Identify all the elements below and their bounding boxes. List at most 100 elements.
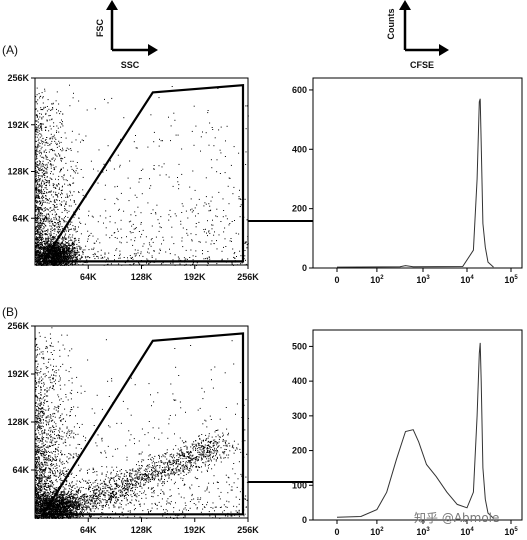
scatter-point [69,183,70,185]
scatter-point [69,237,71,239]
scatter-point [56,125,58,127]
scatter-point [35,180,37,182]
scatter-point [41,191,43,193]
scatter-point [185,210,187,212]
scatter-point [129,160,131,162]
scatter-point [50,234,52,236]
scatter-point [247,115,249,117]
scatter-point [64,250,66,252]
scatter-point [159,226,161,228]
scatter-point [71,254,73,256]
scatter-point [37,125,39,127]
scatter-point [54,264,55,266]
scatter-point [53,248,55,250]
scatter-point [168,116,169,118]
scatter-point [40,125,42,127]
scatter-point [39,235,40,237]
scatter-point [40,234,42,236]
scatter-point [35,259,37,261]
scatter-point [53,255,55,257]
scatter-point [36,185,38,187]
scatter-point [64,253,66,255]
scatter-point [78,264,79,266]
scatter-point [48,217,50,219]
scatter-point [192,262,194,264]
scatter-point [53,491,55,493]
scatter-point [53,238,55,240]
scatter-point [45,237,47,239]
scatter-point [50,510,52,512]
scatter-point [83,496,85,498]
scatter-point [35,199,37,201]
scatter-point [45,253,47,255]
scatter-point [140,253,142,255]
scatter-point [210,159,212,161]
scatter-point [129,231,131,233]
scatter-point [40,251,42,253]
scatter-point [59,251,61,253]
scatter-point [47,243,49,245]
scatter-point [159,250,161,251]
x-tick-label: 103 [416,275,430,285]
scatter-point [53,125,55,127]
scatter-point [40,255,42,257]
scatter-point [39,124,41,126]
scatter-point [35,199,37,201]
scatter-point [69,105,71,107]
scatter-point [72,512,74,514]
scatter-point [64,256,66,258]
scatter-point [70,257,72,259]
scatter-point [210,200,212,202]
scatter-point [50,262,52,264]
scatter-point [64,236,65,238]
scatter-point [49,138,51,140]
scatter-point [114,222,116,224]
scatter-point [246,247,248,249]
scatter-point [35,163,37,165]
scatter-point [79,246,81,248]
scatter-point [39,226,40,228]
scatter-point [172,259,174,261]
scatter-point [48,244,50,246]
scatter-point [46,120,48,122]
scatter-point [230,238,232,239]
scatter-point [56,517,58,519]
scatter-point [132,232,134,233]
scatter-point [93,242,95,244]
scatter-point [244,242,246,244]
scatter-point [140,223,142,225]
scatter-point [56,226,58,228]
scatter-point [74,226,76,227]
scatter-point [130,214,132,216]
scatter-point [211,196,213,198]
scatter-point [52,107,54,108]
scatter-point [38,214,40,216]
scatter-point [82,512,84,513]
scatter-point [141,233,143,235]
plot-frame [312,77,523,269]
scatter-point [58,110,59,112]
scatter-point [140,212,142,214]
scatter-point [38,251,40,253]
scatter-point [61,257,63,259]
scatter-point [60,256,62,258]
scatter-point [42,264,43,266]
scatter-point [133,263,135,264]
x-tick-label: 256K [237,272,259,282]
scatter-point [207,220,208,222]
scatter-point [49,507,51,509]
scatter-point [56,199,58,201]
scatter-point [35,108,37,110]
key-x-arrowhead [148,44,158,56]
scatter-point [52,243,54,245]
scatter-point [76,230,78,232]
scatter-point [41,239,43,241]
scatter-point [36,196,38,198]
scatter-point [36,155,38,157]
scatter-point [48,509,50,511]
scatter-point [64,257,66,259]
scatter-point [69,221,71,223]
scatter-point [71,254,73,256]
scatter-point [44,207,46,209]
scatter-point [41,135,43,137]
